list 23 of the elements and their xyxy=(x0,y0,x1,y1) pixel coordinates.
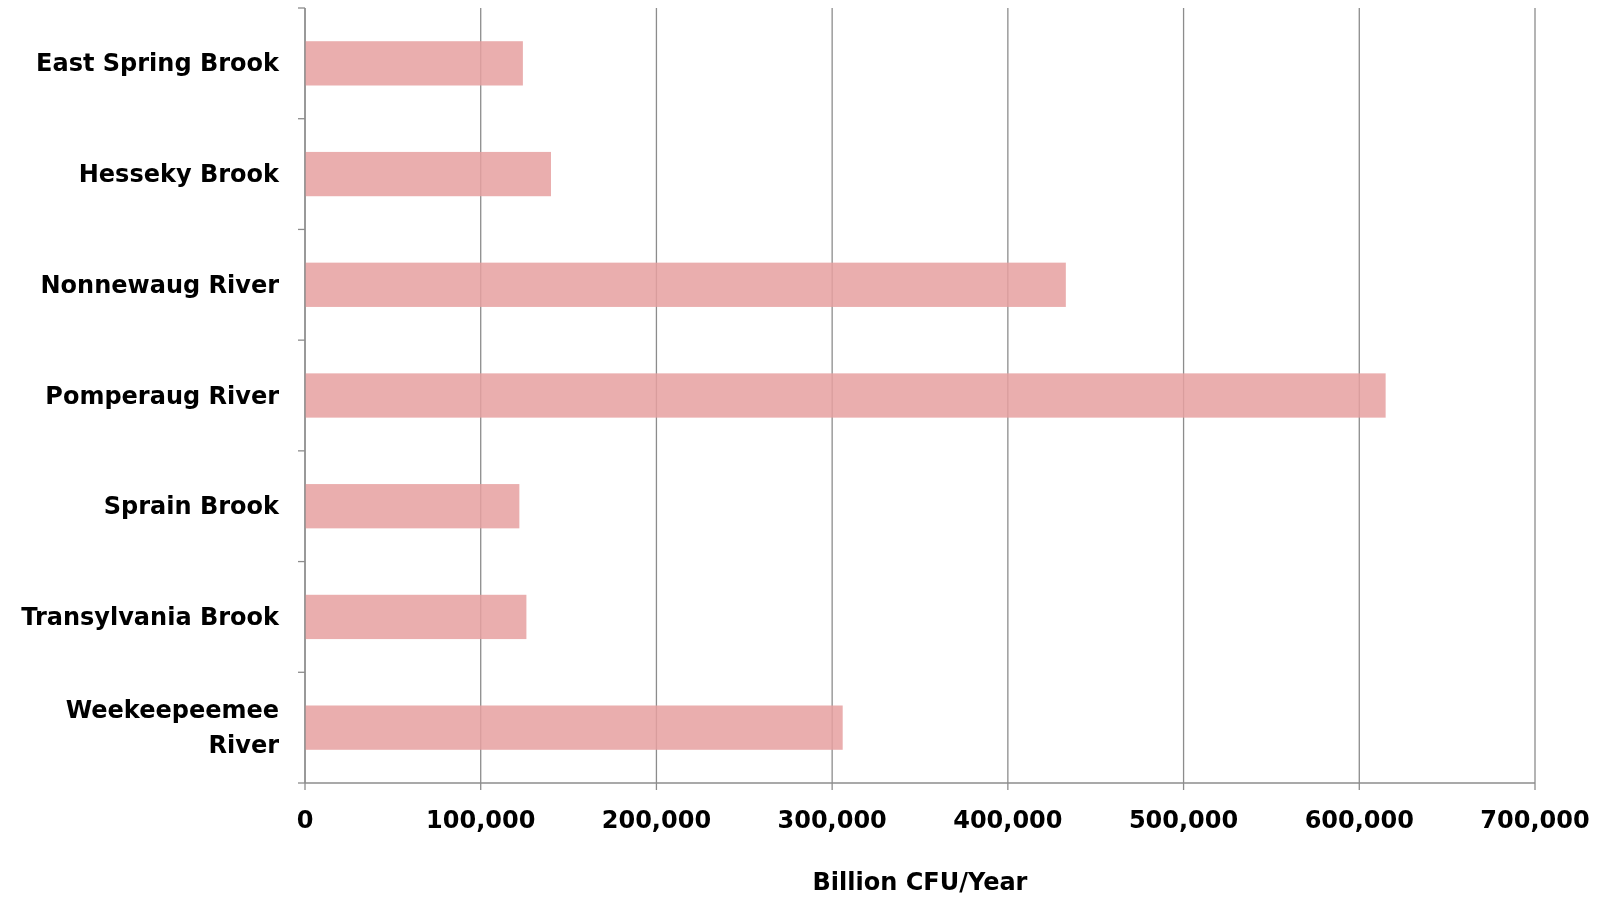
y-tick-label: Weekeepeemee River xyxy=(65,696,280,760)
x-tick-label: 0 xyxy=(296,806,314,834)
bar xyxy=(305,151,551,197)
x-tick-label: 700,000 xyxy=(1480,806,1590,834)
x-tick-label: 400,000 xyxy=(953,806,1063,834)
bar xyxy=(305,373,1386,418)
bar xyxy=(305,484,520,529)
y-tick-label: Nonnewaug River xyxy=(40,270,280,299)
bar xyxy=(305,594,527,640)
y-tick-label: East Spring Brook xyxy=(36,49,281,78)
bar xyxy=(305,41,523,86)
x-tick-label: 100,000 xyxy=(426,806,536,834)
x-tick-label: 300,000 xyxy=(777,806,887,834)
x-tick-label: 600,000 xyxy=(1304,806,1414,834)
bar xyxy=(305,262,1066,307)
y-tick-label: Hesseky Brook xyxy=(78,160,281,189)
x-axis-title: Billion CFU/Year xyxy=(812,868,1028,896)
x-tick-label: 500,000 xyxy=(1128,806,1239,834)
y-tick-label: Pomperaug River xyxy=(45,381,280,410)
y-tick-label: Sprain Brook xyxy=(103,492,281,521)
x-tick-label: 200,000 xyxy=(601,806,712,834)
y-tick-label: Transylvania Brook xyxy=(21,602,281,631)
bar xyxy=(305,705,843,750)
